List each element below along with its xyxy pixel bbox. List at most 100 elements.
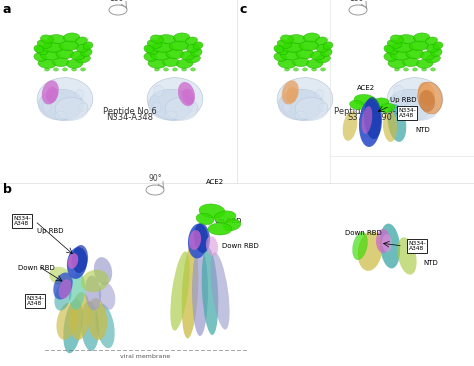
Ellipse shape xyxy=(59,279,72,299)
Ellipse shape xyxy=(158,34,176,44)
Ellipse shape xyxy=(293,57,309,67)
Ellipse shape xyxy=(274,53,287,61)
Ellipse shape xyxy=(358,231,382,271)
Ellipse shape xyxy=(295,111,307,119)
Ellipse shape xyxy=(54,68,58,71)
Ellipse shape xyxy=(186,55,201,63)
Ellipse shape xyxy=(206,236,218,256)
Ellipse shape xyxy=(165,111,177,119)
Ellipse shape xyxy=(76,89,84,99)
Ellipse shape xyxy=(153,102,161,112)
Ellipse shape xyxy=(388,89,433,120)
Ellipse shape xyxy=(296,49,314,59)
Ellipse shape xyxy=(316,55,330,63)
Ellipse shape xyxy=(53,273,73,299)
Text: NTD: NTD xyxy=(415,127,430,133)
Ellipse shape xyxy=(81,48,92,56)
Ellipse shape xyxy=(163,57,179,67)
Ellipse shape xyxy=(64,33,80,42)
Ellipse shape xyxy=(398,34,416,44)
Text: c: c xyxy=(240,3,247,16)
Ellipse shape xyxy=(419,90,435,112)
Ellipse shape xyxy=(426,55,440,63)
Ellipse shape xyxy=(37,40,52,48)
Ellipse shape xyxy=(288,34,306,44)
Ellipse shape xyxy=(421,68,427,71)
Text: a: a xyxy=(3,3,11,16)
Ellipse shape xyxy=(214,211,236,223)
Ellipse shape xyxy=(299,41,319,51)
Text: b: b xyxy=(3,183,12,196)
Ellipse shape xyxy=(189,230,201,250)
Ellipse shape xyxy=(55,111,67,119)
Ellipse shape xyxy=(223,219,241,231)
Ellipse shape xyxy=(384,53,397,61)
Ellipse shape xyxy=(147,40,162,48)
Ellipse shape xyxy=(350,100,365,110)
Text: N334-
A348: N334- A348 xyxy=(398,108,416,118)
Ellipse shape xyxy=(282,80,299,104)
Ellipse shape xyxy=(146,46,158,55)
Ellipse shape xyxy=(383,110,397,142)
Ellipse shape xyxy=(67,59,83,68)
Ellipse shape xyxy=(391,51,410,60)
Ellipse shape xyxy=(394,85,403,97)
Ellipse shape xyxy=(76,44,90,52)
Ellipse shape xyxy=(95,304,115,348)
Ellipse shape xyxy=(276,46,288,55)
Ellipse shape xyxy=(78,103,88,111)
Ellipse shape xyxy=(343,111,357,141)
Ellipse shape xyxy=(391,35,403,43)
Ellipse shape xyxy=(186,89,194,99)
Text: Down RBD: Down RBD xyxy=(345,230,382,236)
Ellipse shape xyxy=(192,246,208,336)
Ellipse shape xyxy=(405,97,438,120)
Ellipse shape xyxy=(421,51,436,60)
Ellipse shape xyxy=(42,42,64,52)
Ellipse shape xyxy=(85,276,101,310)
Ellipse shape xyxy=(388,104,406,142)
Ellipse shape xyxy=(34,53,47,61)
Ellipse shape xyxy=(283,85,293,97)
Ellipse shape xyxy=(433,42,443,49)
Ellipse shape xyxy=(406,49,424,59)
Ellipse shape xyxy=(81,301,99,351)
Ellipse shape xyxy=(185,37,198,45)
Ellipse shape xyxy=(208,223,232,235)
Ellipse shape xyxy=(34,45,44,53)
Ellipse shape xyxy=(277,78,333,120)
Ellipse shape xyxy=(49,267,71,285)
Ellipse shape xyxy=(199,204,225,218)
Ellipse shape xyxy=(70,292,90,340)
Ellipse shape xyxy=(311,51,326,60)
Ellipse shape xyxy=(403,57,419,67)
Ellipse shape xyxy=(63,68,67,71)
Text: 180°: 180° xyxy=(349,0,367,3)
Ellipse shape xyxy=(405,111,417,119)
Ellipse shape xyxy=(193,42,203,49)
Ellipse shape xyxy=(67,247,87,279)
Ellipse shape xyxy=(418,82,442,114)
Ellipse shape xyxy=(177,59,193,68)
Ellipse shape xyxy=(64,299,82,353)
Ellipse shape xyxy=(393,102,401,112)
Text: Up RBD: Up RBD xyxy=(215,218,241,224)
Text: N334-A348: N334-A348 xyxy=(107,113,154,123)
Ellipse shape xyxy=(426,89,434,99)
Ellipse shape xyxy=(44,85,54,97)
Ellipse shape xyxy=(147,78,203,120)
Ellipse shape xyxy=(181,51,195,60)
Ellipse shape xyxy=(384,45,393,53)
Text: N334-
A348: N334- A348 xyxy=(408,240,426,251)
Ellipse shape xyxy=(166,49,184,59)
Ellipse shape xyxy=(150,35,164,43)
Ellipse shape xyxy=(403,68,409,71)
Ellipse shape xyxy=(173,33,190,42)
Ellipse shape xyxy=(55,281,72,311)
Ellipse shape xyxy=(155,68,159,71)
Ellipse shape xyxy=(364,97,382,139)
Ellipse shape xyxy=(42,80,59,104)
Ellipse shape xyxy=(303,33,320,42)
Ellipse shape xyxy=(40,35,54,43)
Ellipse shape xyxy=(46,87,58,103)
